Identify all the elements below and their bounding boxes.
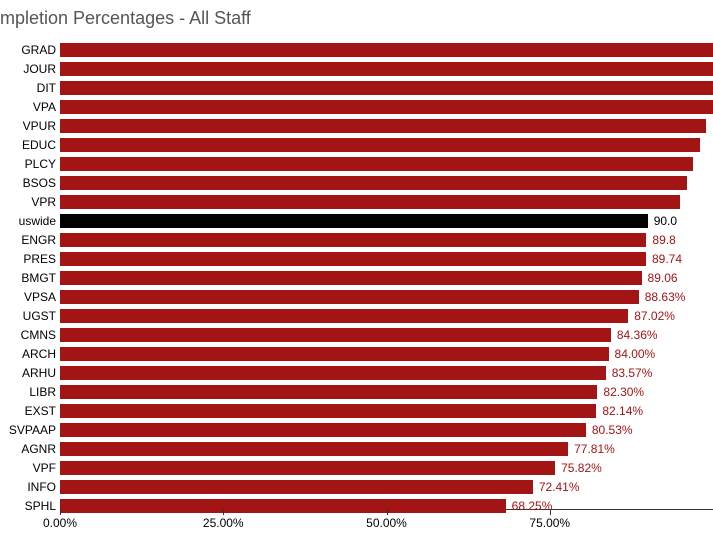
bar-row: [60, 290, 713, 304]
x-axis-tick: [60, 509, 61, 515]
bar-row: [60, 157, 713, 171]
bar-row: [60, 233, 713, 247]
bar: [60, 290, 639, 304]
value-label: 87.02%: [634, 309, 675, 323]
y-axis-label: PRES: [0, 252, 56, 266]
value-label: 80.53%: [592, 423, 633, 437]
bar: [60, 195, 680, 209]
x-axis-tick-label: 25.00%: [203, 516, 244, 530]
value-label: 75.82%: [561, 461, 602, 475]
y-axis-label: SVPAAP: [0, 423, 56, 437]
bar-row: [60, 214, 713, 228]
bar: [60, 423, 586, 437]
bar: [60, 62, 713, 76]
value-label: 89.74: [652, 252, 682, 266]
bar: [60, 100, 713, 114]
y-axis-label: SPHL: [0, 499, 56, 513]
x-axis-tick: [387, 509, 388, 515]
bar-row: [60, 252, 713, 266]
bar-row: [60, 309, 713, 323]
bar-row: [60, 271, 713, 285]
bar: [60, 404, 596, 418]
bar: [60, 233, 646, 247]
y-axis-label: VPF: [0, 461, 56, 475]
bar: [60, 309, 628, 323]
chart-title: mpletion Percentages - All Staff: [0, 8, 251, 29]
chart-container: GRAD JOUR DIT VPA VPUR EDUC PLCY BSOS VPR uswide E…: [0, 40, 713, 540]
bar: [60, 347, 609, 361]
value-label: 77.81%: [574, 442, 615, 456]
bar-row: [60, 442, 713, 456]
bar: [60, 461, 555, 475]
bar-row: [60, 81, 713, 95]
value-label: 84.00%: [615, 347, 656, 361]
y-axis-label: BSOS: [0, 176, 56, 190]
y-axis-label: VPR: [0, 195, 56, 209]
y-axis-label: PLCY: [0, 157, 56, 171]
y-axis-label: GRAD: [0, 43, 56, 57]
bar-row: [60, 100, 713, 114]
bar: [60, 252, 646, 266]
y-axis-label: DIT: [0, 81, 56, 95]
value-label: 82.14%: [602, 404, 643, 418]
bar-row: [60, 138, 713, 152]
bar: [60, 157, 693, 171]
bar-row: [60, 176, 713, 190]
y-axis-label: ENGR: [0, 233, 56, 247]
y-axis-label: VPUR: [0, 119, 56, 133]
bar: [60, 214, 648, 228]
bar: [60, 499, 506, 513]
value-label: 68.25%: [512, 499, 553, 513]
value-label: 84.36%: [617, 328, 658, 342]
bar: [60, 138, 700, 152]
bar-row: [60, 328, 713, 342]
x-axis-tick-label: 50.00%: [366, 516, 407, 530]
bar: [60, 385, 597, 399]
x-axis-tick-label: 0.00%: [43, 516, 77, 530]
bar-row: [60, 62, 713, 76]
value-label: 90.0: [654, 214, 677, 228]
value-label: 88.63%: [645, 290, 686, 304]
bar-row: [60, 43, 713, 57]
y-axis-label: ARHU: [0, 366, 56, 380]
value-label: 83.57%: [612, 366, 653, 380]
y-axis-label: EDUC: [0, 138, 56, 152]
plot-area: [60, 40, 713, 510]
bar: [60, 176, 687, 190]
bar: [60, 480, 533, 494]
y-axis-label: BMGT: [0, 271, 56, 285]
bar: [60, 366, 606, 380]
y-axis-label: uswide: [0, 214, 56, 228]
y-axis-label: LIBR: [0, 385, 56, 399]
bar: [60, 119, 706, 133]
bar-row: [60, 119, 713, 133]
y-axis-label: AGNR: [0, 442, 56, 456]
y-axis-label: VPA: [0, 100, 56, 114]
x-axis-tick: [223, 509, 224, 515]
y-axis-label: UGST: [0, 309, 56, 323]
value-label: 89.06: [648, 271, 678, 285]
y-axis-label: EXST: [0, 404, 56, 418]
value-label: 89.8: [652, 233, 675, 247]
bar: [60, 328, 611, 342]
y-axis-label: ARCH: [0, 347, 56, 361]
bar: [60, 271, 642, 285]
bar: [60, 43, 713, 57]
y-axis-label: CMNS: [0, 328, 56, 342]
bar-row: [60, 480, 713, 494]
x-axis-tick-label: 75.00%: [529, 516, 570, 530]
y-axis-label: VPSA: [0, 290, 56, 304]
value-label: 82.30%: [603, 385, 644, 399]
bar: [60, 442, 568, 456]
y-axis-label: JOUR: [0, 62, 56, 76]
bar: [60, 81, 713, 95]
bar-row: [60, 195, 713, 209]
y-axis-label: INFO: [0, 480, 56, 494]
value-label: 72.41%: [539, 480, 580, 494]
bar-row: [60, 461, 713, 475]
